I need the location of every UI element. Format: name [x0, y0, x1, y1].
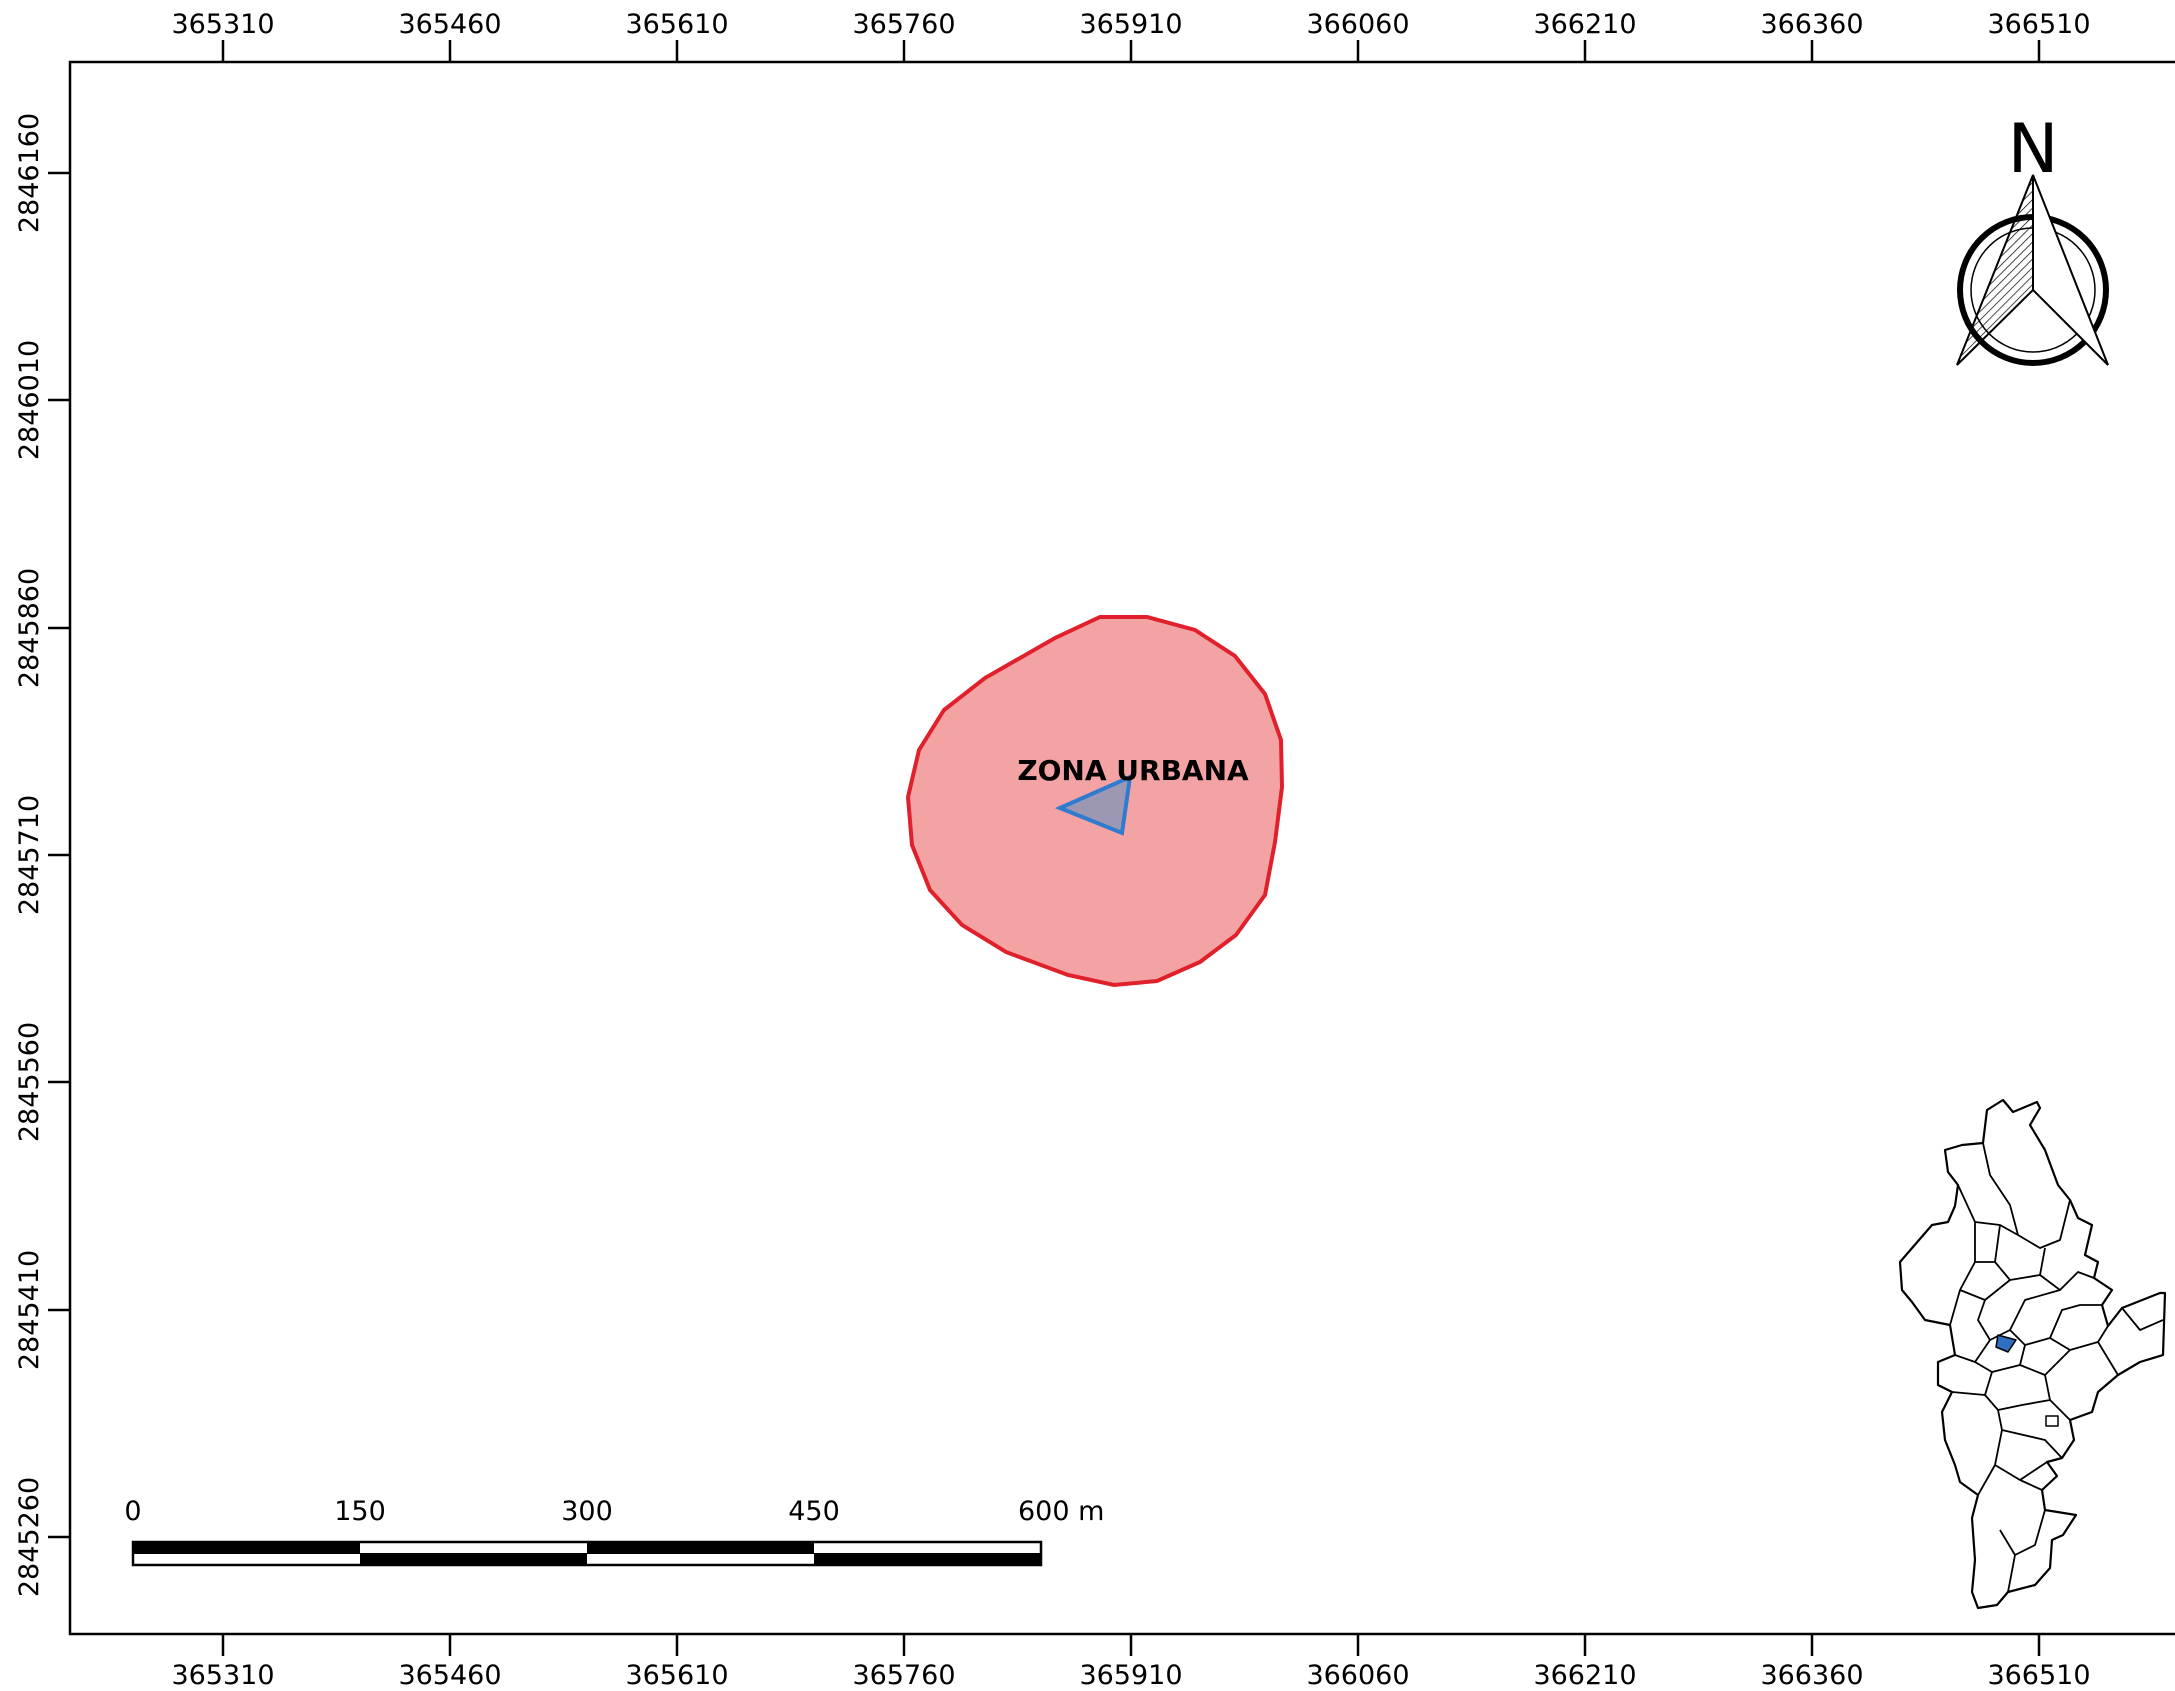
parcel-triangle — [1054, 773, 1133, 836]
top-axis-ticks — [221, 40, 2041, 62]
bottom-axis-label: 366210 — [1533, 1660, 1636, 1691]
scale-bar: 0 150 300 450 600 m — [124, 1496, 1104, 1567]
scale-label: 0 — [124, 1496, 141, 1527]
scale-label: 150 — [334, 1496, 386, 1527]
bottom-axis-label: 365610 — [625, 1660, 728, 1691]
top-axis-label: 366060 — [1306, 9, 1409, 40]
bottom-axis-label: 365460 — [398, 1660, 501, 1691]
scale-segment — [360, 1542, 587, 1554]
scale-segment — [587, 1553, 814, 1565]
top-axis-label: 365610 — [625, 9, 728, 40]
top-axis-label: 365310 — [171, 9, 274, 40]
inset-locator-map — [1898, 1098, 2167, 1610]
bottom-axis-labels: 365310 365460 365610 365760 365910 36606… — [171, 1660, 2090, 1691]
bottom-axis-label: 365910 — [1079, 1660, 1182, 1691]
left-axis-label: 2845860 — [14, 568, 45, 688]
scale-segment — [587, 1542, 814, 1554]
left-axis-label: 2846010 — [14, 340, 45, 460]
top-axis-labels: 365310 365460 365610 365760 365910 36606… — [171, 9, 2090, 40]
top-axis-label: 366360 — [1760, 9, 1863, 40]
north-arrow: N — [1956, 110, 2109, 366]
top-axis-label: 366510 — [1987, 9, 2090, 40]
top-axis-label: 365460 — [398, 9, 501, 40]
bottom-axis-label: 365760 — [852, 1660, 955, 1691]
bottom-axis-label: 366360 — [1760, 1660, 1863, 1691]
top-axis-label: 366210 — [1533, 9, 1636, 40]
left-axis-label: 2845410 — [14, 1250, 45, 1370]
inset-state-outline — [1898, 1098, 2167, 1610]
top-axis-label: 365910 — [1079, 9, 1182, 40]
bottom-axis-label: 366060 — [1306, 1660, 1409, 1691]
left-axis-label: 2845560 — [14, 1022, 45, 1142]
scale-segment — [814, 1542, 1041, 1554]
north-arrow-right-half — [2032, 174, 2109, 366]
left-axis-label: 2845710 — [14, 795, 45, 915]
bottom-axis-label: 366510 — [1987, 1660, 2090, 1691]
zone-label: ZONA URBANA — [1017, 754, 1249, 787]
scale-label: 600 m — [1018, 1496, 1104, 1527]
scale-segment — [133, 1553, 360, 1565]
bottom-axis-label: 365310 — [171, 1660, 274, 1691]
left-axis-label: 2845260 — [14, 1477, 45, 1597]
bottom-axis-ticks — [221, 1634, 2041, 1656]
inset-municipality-borders — [1949, 1142, 2164, 1593]
inset-small-enclave — [2045, 1415, 2059, 1427]
scale-segment — [133, 1542, 360, 1554]
inset-study-area-highlight — [1995, 1334, 2017, 1353]
top-axis-label: 365760 — [852, 9, 955, 40]
north-letter: N — [2008, 110, 2059, 189]
scale-label: 300 — [561, 1496, 613, 1527]
left-axis-ticks — [48, 171, 70, 1539]
scale-segment — [814, 1553, 1041, 1565]
scale-label: 450 — [788, 1496, 840, 1527]
left-axis-label: 2846160 — [14, 113, 45, 233]
scale-segment — [360, 1553, 587, 1565]
left-axis-labels: 2846160 2846010 2845860 2845710 2845560 … — [14, 113, 45, 1597]
